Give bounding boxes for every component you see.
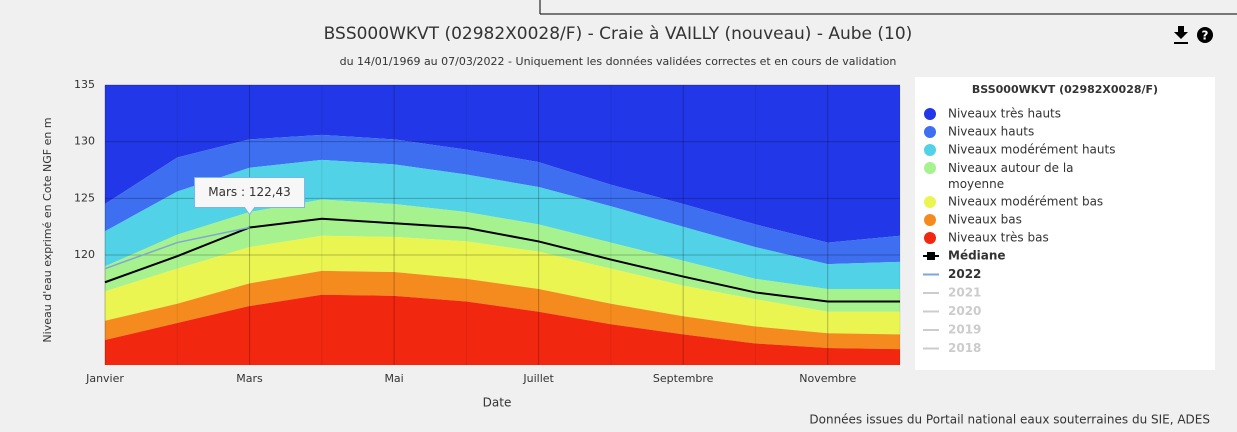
- legend-marker: [924, 196, 936, 208]
- y-tick-label: 135: [74, 78, 95, 91]
- source-note: Données issues du Portail national eaux …: [809, 413, 1210, 427]
- svg-text:?: ?: [1202, 29, 1209, 43]
- legend-marker: [924, 232, 936, 244]
- band-area: [105, 134, 900, 265]
- y-tick-label: 130: [74, 135, 95, 148]
- x-tick-label: Juillet: [522, 372, 554, 385]
- legend-marker: [927, 252, 935, 260]
- tooltip-text: Mars : 122,43: [208, 185, 291, 199]
- legend-label: Niveaux modérément bas: [948, 195, 1103, 209]
- legend-marker: [924, 214, 936, 226]
- legend-marker: [924, 162, 936, 174]
- legend-box: [915, 77, 1215, 370]
- legend-marker: [924, 126, 936, 138]
- legend-label: Niveaux très bas: [948, 231, 1049, 245]
- series-line: [104, 226, 250, 270]
- legend-marker: [924, 144, 936, 156]
- x-tick-label: Septembre: [653, 372, 714, 385]
- x-tick-label: Novembre: [799, 372, 856, 385]
- legend-label: Niveaux bas: [948, 213, 1022, 227]
- x-tick-label: Mai: [384, 372, 403, 385]
- legend-label: 2019: [948, 323, 981, 337]
- legend-label: Niveaux très hauts: [948, 107, 1061, 121]
- legend-label: 2018: [948, 341, 981, 355]
- band-area: [105, 85, 900, 243]
- band-area: [105, 199, 900, 312]
- chart-subtitle: du 14/01/1969 au 07/03/2022 - Uniquement…: [340, 55, 897, 68]
- x-tick-label: Janvier: [85, 372, 124, 385]
- tooltip-box: [194, 176, 306, 216]
- y-tick-label: 125: [74, 191, 95, 204]
- legend-label-line: moyenne: [948, 177, 1004, 191]
- legend-marker: [924, 108, 936, 120]
- chart-title: BSS000WKVT (02982X0028/F) - Craie à VAIL…: [324, 24, 913, 44]
- x-axis-title: Date: [483, 396, 512, 410]
- download-icon[interactable]: [1174, 26, 1188, 44]
- legend-label: 2022: [948, 267, 981, 281]
- legend-label: 2020: [948, 304, 981, 318]
- legend-label: Niveaux hauts: [948, 125, 1034, 139]
- band-area: [105, 294, 900, 365]
- legend-title: BSS000WKVT (02982X0028/F): [972, 83, 1158, 96]
- legend-label-line: Niveaux autour de la: [948, 161, 1074, 175]
- legend-label: Niveaux autour de la moyenne: [948, 161, 1074, 191]
- y-tick-label: 120: [74, 248, 95, 261]
- legend-label: Niveaux modérément hauts: [948, 143, 1115, 157]
- series-line: [104, 217, 900, 303]
- help-icon[interactable]: ?: [1197, 27, 1213, 43]
- x-tick-label: Mars: [236, 372, 263, 385]
- band-area: [105, 270, 900, 350]
- legend-label: 2021: [948, 286, 981, 300]
- band-area: [105, 235, 900, 335]
- y-axis-title: Niveau d'eau exprimé en Cote NGF en m: [41, 117, 54, 342]
- legend-label: Médiane: [948, 249, 1006, 263]
